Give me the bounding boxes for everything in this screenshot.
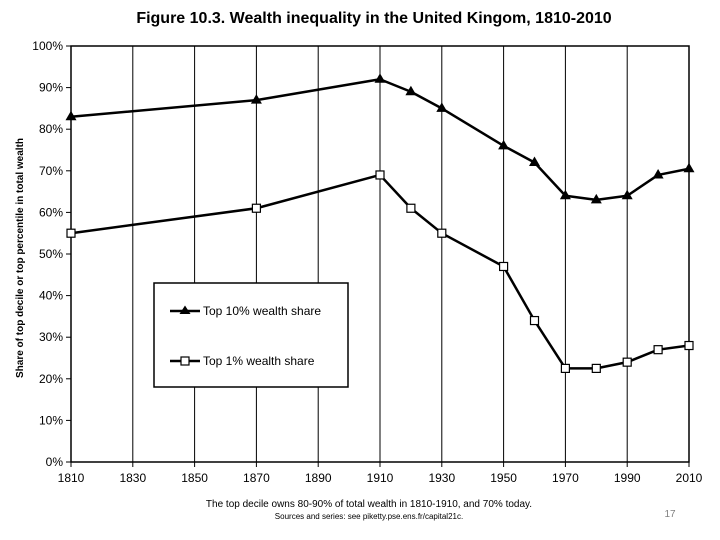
data-point-top1 bbox=[653, 345, 663, 355]
data-point-top10 bbox=[652, 168, 664, 179]
slide-number: 17 bbox=[664, 509, 676, 520]
x-tick-label: 1810 bbox=[58, 471, 85, 485]
y-tick-label: 70% bbox=[39, 164, 63, 178]
data-point-top10 bbox=[590, 193, 602, 204]
y-tick-label: 0% bbox=[46, 455, 64, 469]
data-point-top10 bbox=[498, 139, 510, 150]
data-point-top1 bbox=[251, 203, 261, 213]
data-point-top10 bbox=[683, 162, 695, 173]
x-tick-label: 1930 bbox=[428, 471, 455, 485]
y-tick-label: 60% bbox=[39, 205, 63, 219]
y-tick-label: 10% bbox=[39, 413, 63, 427]
x-tick-label: 1870 bbox=[243, 471, 270, 485]
data-point-top1 bbox=[684, 340, 694, 351]
data-point-top10 bbox=[65, 110, 77, 121]
data-point-top1 bbox=[406, 203, 416, 213]
legend-label-top1: Top 1% wealth share bbox=[203, 354, 315, 368]
y-tick-label: 90% bbox=[39, 81, 63, 95]
x-tick-label: 2010 bbox=[676, 471, 703, 485]
data-point-top10 bbox=[405, 85, 417, 96]
x-tick-label: 1950 bbox=[490, 471, 517, 485]
data-point-top1 bbox=[375, 170, 385, 180]
data-point-top1 bbox=[499, 261, 509, 272]
y-tick-label: 80% bbox=[39, 122, 63, 136]
legend: Top 10% wealth share Top 1% wealth share bbox=[153, 282, 349, 388]
y-axis-label: Share of top decile or top percentile in… bbox=[15, 138, 26, 378]
y-tick-label: 100% bbox=[32, 39, 63, 53]
data-point-top10 bbox=[621, 189, 633, 200]
grid bbox=[132, 46, 628, 462]
x-tick-label: 1830 bbox=[119, 471, 146, 485]
x-tick-label: 1990 bbox=[614, 471, 641, 485]
y-tick-label: 30% bbox=[39, 330, 63, 344]
y-tick-label: 40% bbox=[39, 289, 63, 303]
caption-line-2: Sources and series: see piketty.pse.ens.… bbox=[275, 512, 463, 521]
series bbox=[65, 73, 695, 373]
data-point-top10 bbox=[250, 94, 262, 104]
data-point-top10 bbox=[559, 189, 571, 200]
caption-line-1: The top decile owns 80-90% of total weal… bbox=[206, 499, 532, 510]
x-axis: 1810 1830 1850 1870 1890 1910 1930 1950 1970 1990… bbox=[58, 462, 703, 485]
data-point-top1 bbox=[591, 363, 601, 373]
y-tick-label: 50% bbox=[39, 247, 63, 261]
legend-label-top10: Top 10% wealth share bbox=[203, 304, 321, 318]
x-tick-label: 1850 bbox=[181, 471, 208, 485]
x-tick-label: 1970 bbox=[552, 471, 579, 485]
data-point-top1 bbox=[437, 228, 447, 238]
y-axis: 0% 10% 20% 30% 40% 50% 60% 70% 80% 90% 100% bbox=[32, 39, 71, 469]
y-tick-label: 20% bbox=[39, 372, 63, 386]
series-line-top1 bbox=[70, 173, 690, 370]
series-line-top10 bbox=[70, 78, 690, 202]
legend-marker-top10 bbox=[179, 305, 191, 314]
data-point-top1 bbox=[560, 363, 571, 373]
legend-box bbox=[153, 282, 349, 388]
data-point-top10 bbox=[436, 102, 448, 112]
legend-marker-top1 bbox=[180, 356, 190, 366]
data-point-top10 bbox=[374, 73, 386, 83]
data-point-top1 bbox=[622, 357, 632, 367]
chart-title: Figure 10.3. Wealth inequality in the Un… bbox=[136, 10, 611, 27]
x-tick-label: 1910 bbox=[367, 471, 394, 485]
data-point-top1 bbox=[66, 228, 76, 238]
data-point-top10 bbox=[529, 156, 540, 166]
data-point-top1 bbox=[529, 315, 540, 326]
x-tick-label: 1890 bbox=[305, 471, 332, 485]
